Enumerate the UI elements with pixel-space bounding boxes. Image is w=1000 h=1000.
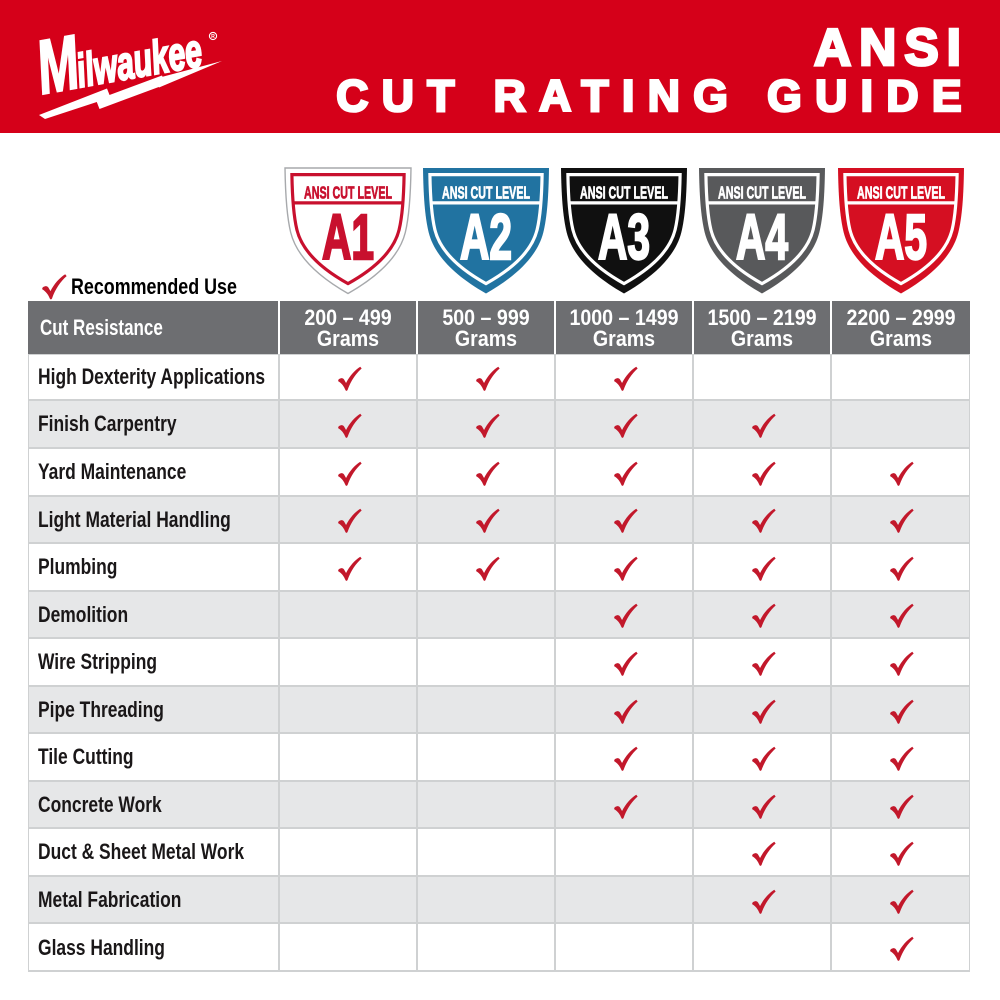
svg-text:ANSI CUT LEVEL: ANSI CUT LEVEL: [718, 183, 806, 203]
svg-text:ANSI CUT LEVEL: ANSI CUT LEVEL: [857, 183, 945, 203]
svg-text:ANSI CUT LEVEL: ANSI CUT LEVEL: [442, 183, 530, 203]
svg-text:R: R: [211, 34, 215, 40]
svg-text:ANSI CUT LEVEL: ANSI CUT LEVEL: [304, 183, 392, 203]
svg-text:A4: A4: [736, 201, 788, 273]
svg-text:A5: A5: [875, 201, 927, 273]
svg-text:A3: A3: [598, 201, 650, 273]
svg-text:A2: A2: [460, 201, 512, 273]
svg-text:ANSI CUT LEVEL: ANSI CUT LEVEL: [580, 183, 668, 203]
svg-text:A1: A1: [322, 201, 374, 273]
